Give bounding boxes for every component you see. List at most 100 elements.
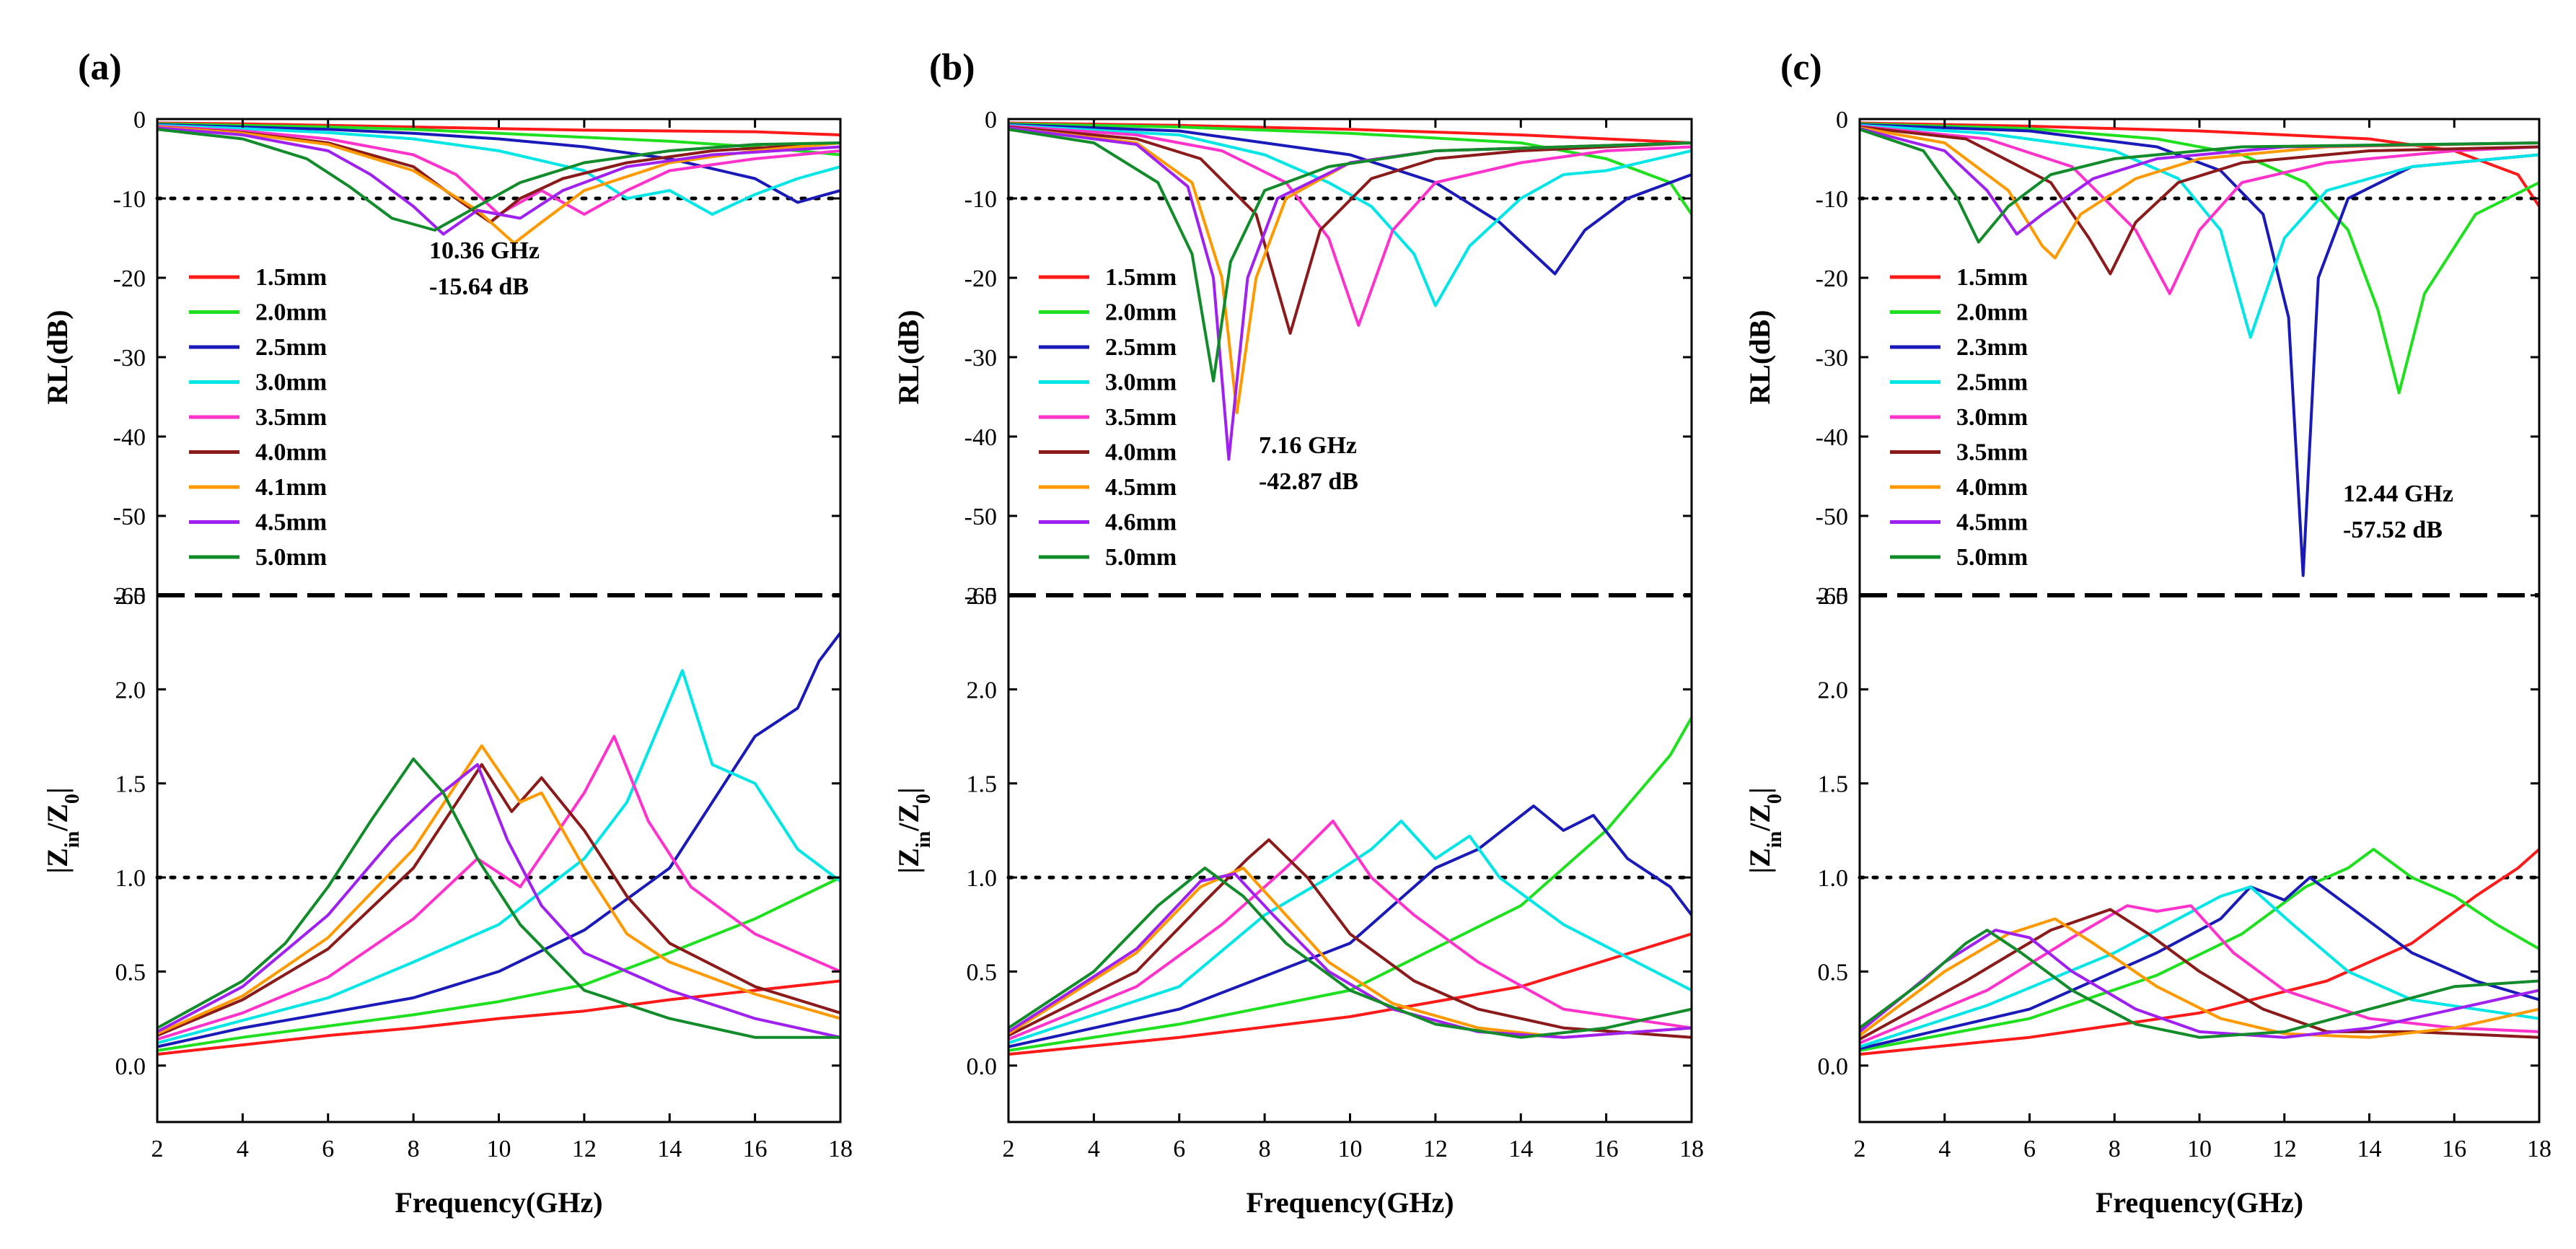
legend-label: 3.5mm [255, 404, 327, 431]
x-tick-label: 18 [828, 1136, 853, 1162]
z-series-line-4.1mm [157, 744, 840, 1035]
rl-series-line-5.0mm [1008, 128, 1692, 382]
legend-label: 3.5mm [1105, 404, 1177, 431]
rl-series-group [1860, 121, 2539, 577]
rl-series-line-3.0mm [1008, 123, 1692, 307]
rl-tick-label: -20 [113, 266, 146, 292]
x-tick-label: 14 [2357, 1136, 2382, 1162]
z-tick-label: 1.5 [1818, 771, 1849, 798]
x-tick-label: 8 [2109, 1136, 2121, 1162]
x-tick-label: 10 [487, 1136, 511, 1162]
z-series-line-5.0mm [1860, 929, 2539, 1039]
rl-series-line-5.0mm [1860, 128, 2539, 244]
z-series-line-2.0mm [157, 876, 840, 1052]
legend-label: 3.0mm [255, 369, 327, 396]
rl-series-line-4.0mm [1008, 126, 1692, 335]
x-tick-label: 16 [2442, 1136, 2466, 1162]
z-series-line-4.5mm [157, 763, 840, 1039]
rl-series-line-4.1mm [157, 126, 840, 245]
legend-label: 2.0mm [1105, 299, 1177, 326]
z-tick-label: 1.5 [115, 771, 146, 798]
legend-label: 4.0mm [255, 439, 327, 466]
legend-label: 4.5mm [255, 509, 327, 536]
z-tick-label: 0.0 [967, 1053, 998, 1080]
z-tick-label: 1.0 [1818, 865, 1849, 892]
rl-tick-label: -30 [964, 345, 997, 372]
z-series-line-5.0mm [157, 757, 840, 1039]
legend-label: 2.0mm [1956, 299, 2028, 326]
z-tick-label: 1.0 [115, 865, 146, 892]
rl-tick-label: -10 [1816, 186, 1848, 213]
z-tick-label: 1.5 [967, 771, 998, 798]
z-series-line-2.0mm [1008, 716, 1692, 1052]
z-tick-label: 2.5 [1818, 583, 1849, 610]
rl-series-line-4.5mm [1860, 127, 2539, 236]
z-tick-label: 2.5 [967, 583, 998, 610]
x-tick-label: 2 [151, 1136, 164, 1162]
rl-axis-label: RL(dB) [41, 310, 74, 404]
z-series-line-4.0mm [1008, 838, 1692, 1039]
x-axis-label: Frequency(GHz) [395, 1186, 602, 1219]
z-tick-label: 2.5 [115, 583, 146, 610]
panel-a: 2 4 6 8 10 12 14 16 18 0 -10 -20 -30 -40 -50 -60 0.0 0.5 1… [41, 47, 853, 1219]
annotation-rl-value: -15.64 dB [429, 273, 529, 300]
z-axis-label-sub: 0 [913, 794, 935, 804]
z-series-line-2.5mm [1008, 805, 1692, 1048]
rl-tick-label: -60 [1816, 583, 1848, 610]
panel-label: (a) [78, 47, 122, 88]
rl-series-line-2.5mm [157, 123, 840, 204]
z-axis-label: |Zin/Z0| [892, 787, 935, 873]
rl-series-line-2.5mm [1860, 123, 2539, 339]
z-axis-label: |Zin/Z0| [41, 787, 84, 873]
x-tick-label: 12 [2272, 1136, 2297, 1162]
annotation-frequency: 10.36 GHz [429, 237, 540, 264]
rl-series-line-3.5mm [1860, 126, 2539, 276]
z-series-line-3.5mm [1008, 819, 1692, 1041]
x-tick-label: 4 [1938, 1136, 1951, 1162]
z-series-line-3.5mm [157, 735, 840, 1041]
legend-label: 4.0mm [1956, 474, 2028, 501]
annotation-frequency: 12.44 GHz [2343, 481, 2453, 507]
z-series-line-4.0mm [157, 763, 840, 1037]
rl-tick-label: -10 [113, 186, 146, 213]
legend-label: 4.0mm [1105, 439, 1177, 466]
z-axis-label-part: /Z [41, 804, 74, 832]
x-tick-label: 2 [1003, 1136, 1015, 1162]
z-axis-label-part: /Z [892, 804, 925, 832]
z-axis-label-part: |Z [41, 848, 74, 874]
z-series-line-3.0mm [1860, 904, 2539, 1045]
z-series-line-4.0mm [1860, 917, 2539, 1039]
legend-label: 1.5mm [1105, 264, 1177, 291]
legend-label: 1.5mm [1956, 264, 2028, 291]
rl-tick-label: -40 [1816, 424, 1848, 451]
legend-label: 2.5mm [1956, 369, 2028, 396]
annotation-rl-value: -57.52 dB [2343, 517, 2443, 543]
z-series-line-3.0mm [157, 669, 840, 1045]
z-axis-label-part: |Z [1744, 848, 1776, 874]
z-series-group [1008, 716, 1692, 1056]
rl-tick-label: -40 [113, 424, 146, 451]
rl-tick-label: -50 [113, 504, 146, 530]
z-axis-label-part: |Z [892, 848, 925, 874]
z-series-line-1.5mm [157, 979, 840, 1056]
z-series-line-2.5mm [157, 631, 840, 1048]
z-axis-label-part: | [41, 787, 74, 794]
rl-tick-label: 0 [985, 107, 997, 133]
panel-c: 2 4 6 8 10 12 14 16 18 0 -10 -20 -30 -40 -50 -60 0.0 0.5 1… [1744, 47, 2551, 1219]
rl-series-line-4.5mm [157, 126, 840, 236]
legend-label: 4.6mm [1105, 509, 1177, 536]
z-series-line-4.5mm [1008, 867, 1692, 1039]
x-tick-label: 12 [1423, 1136, 1448, 1162]
rl-series-line-3.0mm [1860, 124, 2539, 295]
z-series-line-5.0mm [1008, 867, 1692, 1039]
rl-series-line-2.0mm [1860, 122, 2539, 395]
z-axis-label-sub: 0 [1764, 794, 1786, 804]
panel-label: (b) [929, 47, 975, 88]
panel-b: 2 4 6 8 10 12 14 16 18 0 -10 -20 -30 -40 -50 -60 0.0 0.5 1… [892, 47, 1704, 1219]
z-tick-label: 0.5 [115, 959, 146, 986]
z-series-line-2.3mm [1860, 876, 2539, 1051]
legend-label: 5.0mm [1105, 544, 1177, 571]
rl-axis-label: RL(dB) [892, 310, 925, 404]
z-axis-label-sub: in [913, 831, 935, 848]
rl-series-line-2.3mm [1860, 123, 2539, 577]
